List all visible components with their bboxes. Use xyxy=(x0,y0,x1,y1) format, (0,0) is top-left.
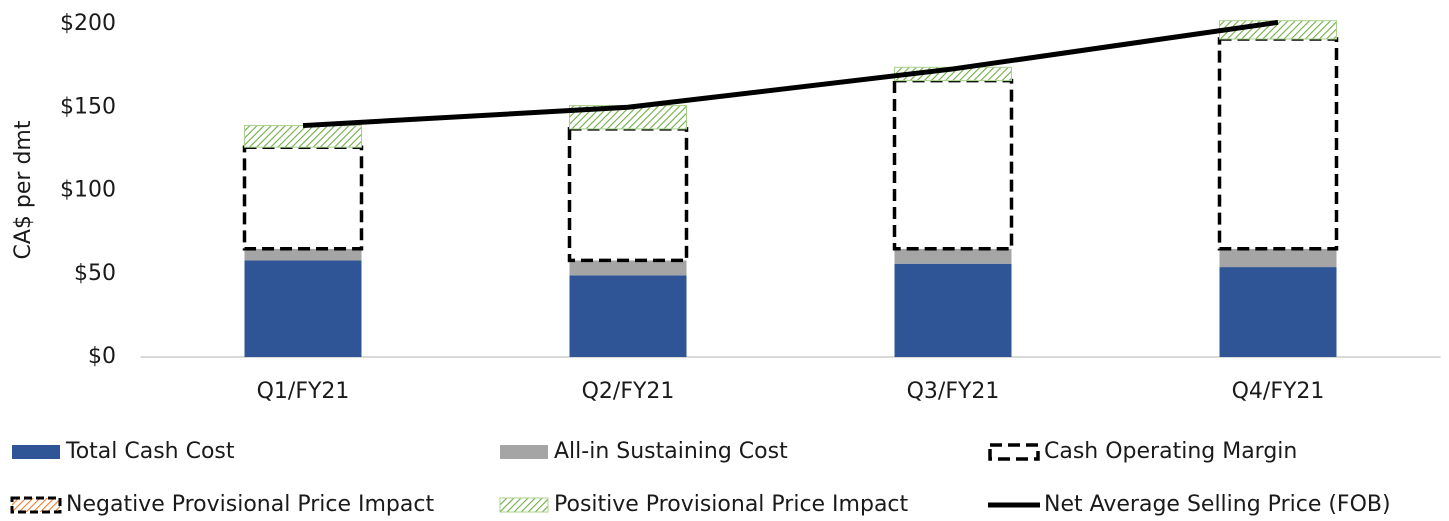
legend-swatch xyxy=(988,443,1040,461)
y-tick-label: $150 xyxy=(60,94,116,119)
legend-swatch xyxy=(500,445,548,459)
legend-label: All-in Sustaining Cost xyxy=(554,439,788,464)
y-tick-label: $0 xyxy=(88,344,116,369)
bar-segment xyxy=(894,263,1012,357)
bar-segment xyxy=(1219,248,1337,268)
bar-segment xyxy=(567,127,689,263)
legend-label: Total Cash Cost xyxy=(65,439,235,464)
legend-label: Cash Operating Margin xyxy=(1044,439,1297,464)
x-tick-label: Q3/FY21 xyxy=(907,379,1000,404)
y-axis-title: CA$ per dmt xyxy=(11,120,36,259)
bar-segment xyxy=(244,260,362,357)
bar-segment xyxy=(244,248,362,261)
legend-swatch xyxy=(499,497,549,513)
bar-segment xyxy=(1219,267,1337,357)
bar-segment xyxy=(569,275,687,357)
x-tick-label: Q1/FY21 xyxy=(257,379,350,404)
bar-segment xyxy=(894,248,1012,264)
legend-swatch xyxy=(10,496,62,514)
bar-segment xyxy=(244,125,362,148)
bar-segment xyxy=(242,145,364,251)
legend-swatch xyxy=(12,445,60,459)
bar-segment xyxy=(1217,37,1339,251)
legend-label: Positive Provisional Price Impact xyxy=(554,492,909,517)
y-tick-label: $200 xyxy=(60,11,116,36)
bar-segment xyxy=(892,78,1014,251)
bar-segment xyxy=(569,260,687,276)
legend-label: Net Average Selling Price (FOB) xyxy=(1044,492,1391,517)
y-tick-label: $100 xyxy=(60,178,116,203)
line-series xyxy=(302,19,1279,129)
legend-label: Negative Provisional Price Impact xyxy=(66,492,434,517)
x-tick-label: Q2/FY21 xyxy=(582,379,675,404)
x-tick-label: Q4/FY21 xyxy=(1232,379,1325,404)
y-tick-label: $50 xyxy=(74,261,116,286)
